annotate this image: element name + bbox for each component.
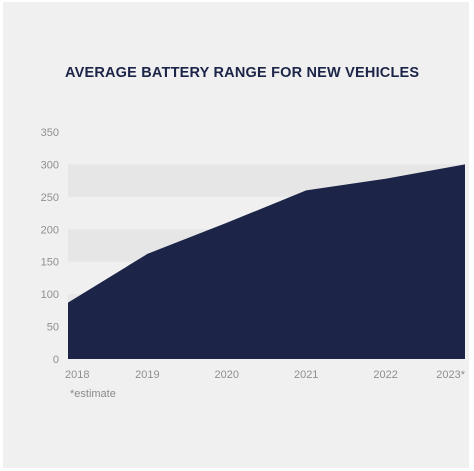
- x-tick-label: 2022: [373, 369, 397, 381]
- y-tick-label: 300: [41, 159, 59, 171]
- chart-card: AVERAGE BATTERY RANGE FOR NEW VEHICLES 0…: [3, 2, 469, 468]
- area-layer: [67, 164, 466, 359]
- x-tick-label: 2021: [294, 369, 318, 381]
- y-tick-label: 50: [47, 322, 59, 334]
- footnote: *estimate: [70, 388, 116, 400]
- x-tick-label: 2019: [135, 369, 159, 381]
- x-axis-ticks: 2018 2019 2020 2021 2022 2023*: [65, 369, 466, 381]
- y-tick-label: 250: [41, 192, 59, 204]
- area-series: [68, 164, 465, 359]
- x-tick-label: 2023*: [436, 369, 465, 381]
- y-tick-label: 0: [53, 354, 59, 366]
- y-tick-label: 350: [41, 127, 59, 139]
- y-axis-ticks: 0 50 100 150 200 250 300 350: [41, 127, 59, 366]
- chart-title: AVERAGE BATTERY RANGE FOR NEW VEHICLES: [65, 65, 420, 81]
- y-tick-label: 100: [41, 289, 59, 301]
- y-tick-label: 200: [41, 224, 59, 236]
- y-tick-label: 150: [41, 257, 59, 269]
- x-tick-label: 2018: [65, 369, 89, 381]
- x-tick-label: 2020: [215, 369, 239, 381]
